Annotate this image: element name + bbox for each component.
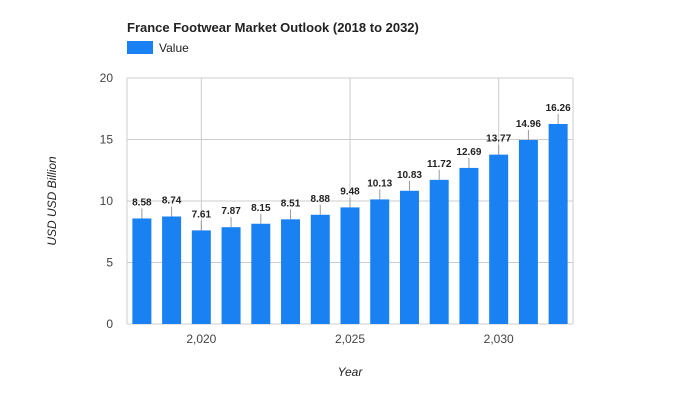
data-label: 11.72: [427, 159, 452, 170]
data-label: 7.87: [221, 206, 241, 217]
bar: [281, 219, 301, 324]
data-label: 8.51: [281, 198, 301, 209]
bar: [251, 223, 271, 324]
bar: [489, 154, 509, 324]
bar: [191, 230, 211, 324]
data-label: 8.88: [311, 194, 331, 205]
data-label: 10.83: [397, 170, 422, 181]
y-axis-title: USD USD Billion: [45, 156, 59, 246]
bar: [162, 216, 182, 324]
bar: [548, 124, 568, 324]
data-label: 10.13: [367, 178, 392, 189]
data-label: 8.74: [162, 195, 182, 206]
y-tick-label: 0: [106, 317, 113, 331]
x-axis-title: Year: [338, 365, 364, 379]
data-label: 7.61: [192, 209, 212, 220]
x-axis-ticks: 2,020 2,025 2,030: [186, 332, 514, 346]
bar: [518, 139, 538, 324]
x-tick-label: 2,030: [484, 332, 514, 346]
data-label: 13.77: [486, 134, 511, 145]
y-tick-label: 5: [106, 256, 113, 270]
data-label: 12.69: [456, 147, 481, 158]
bar: [370, 199, 390, 324]
bar: [459, 167, 479, 324]
chart-title: France Footwear Market Outlook (2018 to …: [127, 20, 419, 35]
y-tick-label: 15: [100, 133, 114, 147]
bar: [429, 179, 449, 324]
y-tick-label: 10: [100, 194, 114, 208]
x-tick-label: 2,025: [335, 332, 365, 346]
bar: [132, 218, 152, 324]
x-tick-label: 2,020: [186, 332, 216, 346]
legend: Value: [127, 41, 189, 55]
bar: [340, 207, 360, 324]
data-label: 14.96: [516, 119, 541, 130]
y-axis-ticks: 0 5 10 15 20: [100, 71, 114, 331]
data-label: 8.15: [251, 203, 271, 214]
bar: [399, 190, 419, 324]
y-tick-label: 20: [100, 71, 114, 85]
data-label: 16.26: [546, 103, 571, 114]
bar: [221, 227, 241, 324]
legend-swatch: [127, 41, 153, 54]
bar-series: [132, 124, 568, 324]
data-labels: 8.58 8.74 7.61 7.87 8.15 8.51 8.88 9.48 10.13 10.…: [132, 103, 571, 231]
bar: [310, 214, 330, 324]
data-label: 9.48: [340, 186, 360, 197]
data-label: 8.58: [132, 197, 152, 208]
legend-label: Value: [159, 41, 189, 55]
